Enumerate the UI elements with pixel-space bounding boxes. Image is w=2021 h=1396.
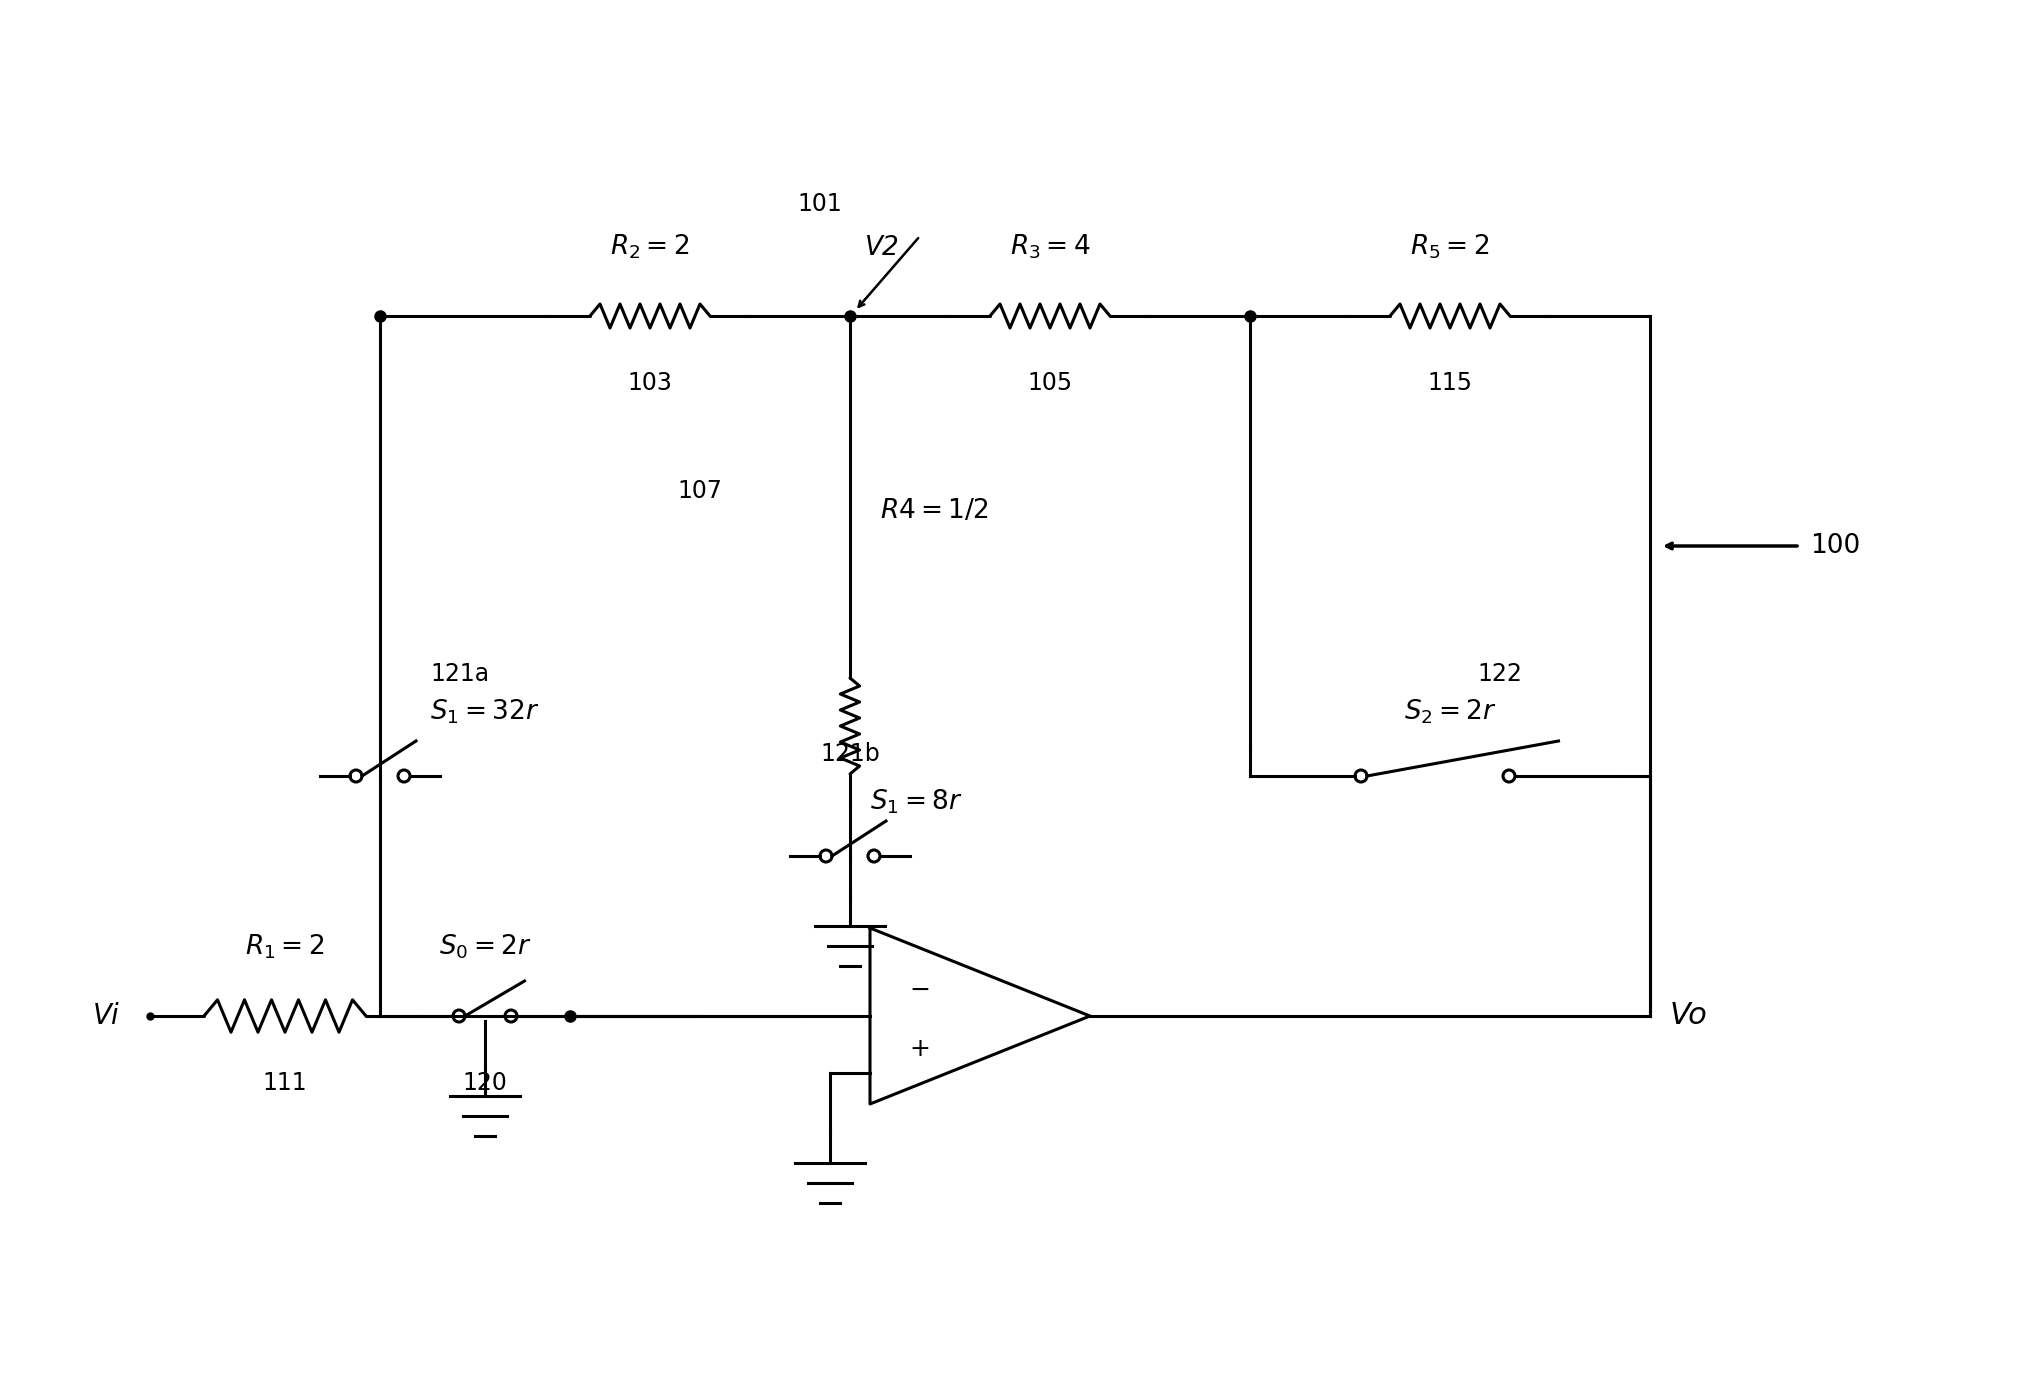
Text: V2: V2	[865, 235, 899, 261]
Text: 100: 100	[1811, 533, 1859, 558]
Text: $S_0=2r$: $S_0=2r$	[439, 933, 532, 960]
Text: 121b: 121b	[821, 743, 879, 766]
Text: $R_5=2$: $R_5=2$	[1411, 233, 1489, 261]
Text: 101: 101	[798, 193, 843, 216]
Text: $R_2=2$: $R_2=2$	[610, 233, 689, 261]
Text: 115: 115	[1427, 371, 1473, 395]
Text: $R4=1/2$: $R4=1/2$	[879, 498, 988, 524]
Text: $R_1=2$: $R_1=2$	[245, 933, 325, 960]
Text: Vi: Vi	[93, 1002, 119, 1030]
Text: $+$: $+$	[909, 1037, 930, 1061]
Text: $S_1=32r$: $S_1=32r$	[430, 698, 540, 726]
Text: $R_3=4$: $R_3=4$	[1010, 233, 1089, 261]
Text: 111: 111	[263, 1071, 307, 1094]
Text: $S_2=2r$: $S_2=2r$	[1405, 698, 1496, 726]
Text: 107: 107	[677, 479, 721, 503]
Text: Vo: Vo	[1669, 1001, 1708, 1030]
Text: 103: 103	[629, 371, 673, 395]
Text: $S_1=8r$: $S_1=8r$	[869, 787, 962, 817]
Text: $-$: $-$	[909, 976, 930, 1001]
Text: 120: 120	[463, 1071, 507, 1094]
Text: 121a: 121a	[430, 662, 489, 685]
Text: 105: 105	[1027, 371, 1073, 395]
Text: 122: 122	[1477, 662, 1522, 685]
